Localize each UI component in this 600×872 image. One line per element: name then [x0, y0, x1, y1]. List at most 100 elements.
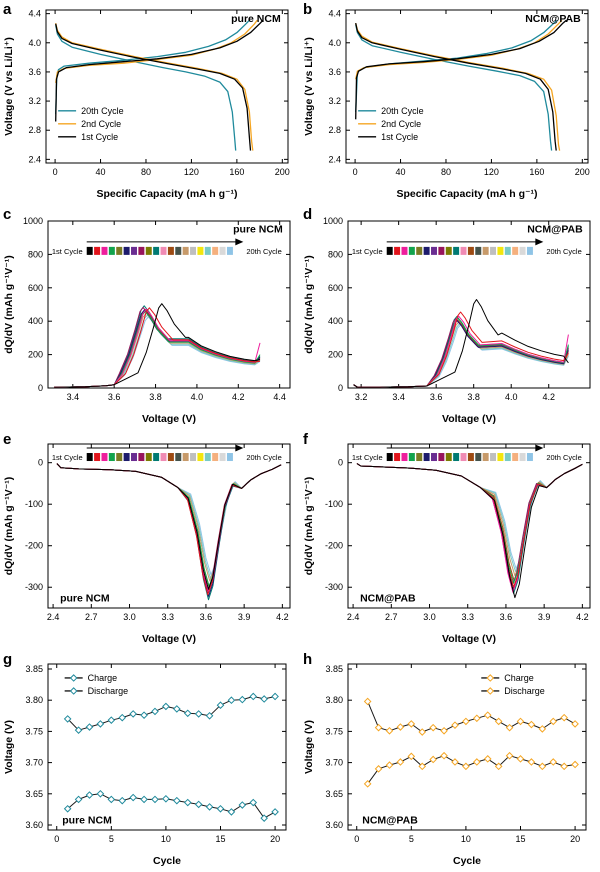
marker-diamond — [429, 723, 437, 732]
y-tick-label: -100 — [325, 499, 343, 509]
panel-e: e 2.4 2.7 3.0 3.3 3.6 3.9 4.2 -300 -200 -100 0 Volt… — [0, 430, 300, 650]
cycle-colorbar-segment — [160, 246, 167, 255]
cycle-colorbar-segment — [504, 453, 511, 462]
marker-diamond — [129, 793, 137, 802]
series-line — [356, 463, 583, 594]
y-tick-label: 0 — [338, 383, 343, 393]
cycle-colorbar-segment — [526, 453, 533, 462]
marker-diamond — [271, 692, 279, 701]
x-tick-label: 3.3 — [161, 612, 174, 622]
series-line — [356, 463, 583, 599]
panel-title: pure NCM — [231, 13, 281, 25]
cycle-colorbar-segment — [467, 453, 474, 462]
cycle-colorbar-segment — [204, 246, 211, 255]
cycle-colorbar-segment — [86, 246, 93, 255]
y-axis-label: Voltage (V vs Li/Li⁺) — [3, 37, 15, 136]
colorbar-label-left: 1st Cycle — [352, 453, 383, 462]
cycle-colorbar-segment — [460, 453, 467, 462]
cycle-colorbar-segment — [86, 453, 93, 462]
cycle-colorbar-segment — [386, 246, 393, 255]
marker-diamond — [271, 808, 279, 816]
colorbar-label-left: 1st Cycle — [52, 247, 83, 256]
marker-diamond — [560, 762, 568, 771]
x-tick-label: 4.2 — [576, 612, 589, 622]
y-tick-label: 3.75 — [25, 726, 43, 736]
cycle-colorbar-segment — [401, 453, 408, 462]
y-tick-label: 0 — [38, 383, 43, 393]
cycle-colorbar-segment — [212, 246, 219, 255]
x-tick-label: 15 — [515, 834, 525, 844]
y-tick-label: 400 — [328, 316, 343, 326]
cycle-colorbar-segment — [438, 453, 445, 462]
series-line — [55, 25, 237, 151]
x-tick-label: 3.4 — [67, 392, 80, 402]
series-line — [55, 22, 254, 151]
cycle-colorbar-segment — [153, 453, 160, 462]
x-tick-label: 4.2 — [542, 392, 555, 402]
marker-diamond — [473, 714, 481, 723]
y-tick-label: 4.4 — [328, 9, 341, 19]
y-tick-label: 3.6 — [328, 67, 341, 77]
cycle-arrow-head — [235, 238, 244, 246]
cycle-colorbar-segment — [423, 246, 430, 255]
cycle-colorbar-segment — [519, 453, 526, 462]
marker-diamond — [374, 723, 383, 732]
cycle-colorbar-segment — [108, 453, 115, 462]
panel-letter: c — [3, 206, 12, 223]
cycle-colorbar-segment — [101, 246, 108, 255]
marker-diamond — [462, 717, 470, 726]
cycle-colorbar-segment — [431, 246, 437, 255]
panel-f-chart: 2.4 2.7 3.0 3.3 3.6 3.9 4.2 -300 -200 -100 0 Voltag… — [303, 443, 591, 645]
legend-item-label: 2nd Cycle — [81, 119, 121, 129]
cycle-colorbar-segment — [512, 453, 519, 462]
x-tick-label: 10 — [161, 834, 171, 844]
marker-diamond — [227, 808, 236, 816]
cycle-colorbar-segment — [226, 246, 233, 255]
x-axis-label: Voltage (V) — [442, 633, 496, 645]
marker-diamond — [483, 755, 492, 763]
marker-diamond — [227, 696, 236, 705]
cycle-colorbar-segment — [445, 453, 452, 462]
panel-letter: f — [303, 431, 308, 448]
cycle-colorbar-segment — [386, 453, 393, 462]
marker-diamond — [107, 795, 116, 804]
marker-diamond — [162, 794, 170, 803]
marker-diamond — [418, 762, 427, 771]
series-line — [355, 24, 553, 151]
panel-c-chart: 3.4 3.6 3.8 4.0 4.2 4.4 0 200 400 600 800 1000 Volta… — [3, 216, 291, 425]
y-axis-label: dQ/dV (mAh g⁻¹V⁻¹) — [3, 477, 15, 576]
marker-diamond — [194, 800, 203, 809]
x-tick-label: 4.2 — [232, 392, 245, 402]
x-tick-label: 3.9 — [238, 612, 251, 622]
marker-diamond — [260, 814, 268, 822]
marker-diamond — [129, 710, 137, 718]
marker-diamond — [173, 705, 181, 713]
cycle-colorbar-segment — [190, 246, 197, 255]
marker-diamond — [451, 721, 459, 729]
x-tick-label: 0 — [53, 167, 58, 177]
marker-diamond — [451, 758, 459, 766]
cycle-colorbar-segment — [175, 453, 182, 462]
x-tick-label: 4.0 — [505, 392, 518, 402]
series-line — [355, 19, 558, 113]
series-line — [55, 19, 264, 122]
y-axis-label: Voltage (V) — [303, 720, 315, 774]
colorbar-label-right: 20th Cycle — [546, 453, 581, 462]
marker-diamond — [173, 796, 181, 805]
cycle-colorbar-segment — [460, 246, 467, 255]
marker-diamond — [538, 725, 547, 733]
y-tick-label: 4.0 — [328, 38, 341, 48]
x-tick-label: 200 — [575, 167, 590, 177]
y-tick-label: 600 — [328, 283, 343, 293]
cycle-colorbar-segment — [197, 246, 204, 255]
marker-diamond — [516, 755, 525, 763]
panel-g: g 0 5 10 15 20 3.60 3.65 3.70 3.75 3.80 3.85 Cycle V… — [0, 650, 300, 872]
panel-title: NCM@PAB — [360, 592, 416, 604]
series-line — [55, 19, 250, 115]
series-line — [353, 317, 569, 388]
y-tick-label: 2.4 — [28, 154, 41, 164]
y-tick-label: 400 — [28, 316, 43, 326]
marker-diamond — [462, 762, 470, 771]
x-tick-label: 3.0 — [423, 612, 436, 622]
marker-diamond — [527, 758, 536, 766]
